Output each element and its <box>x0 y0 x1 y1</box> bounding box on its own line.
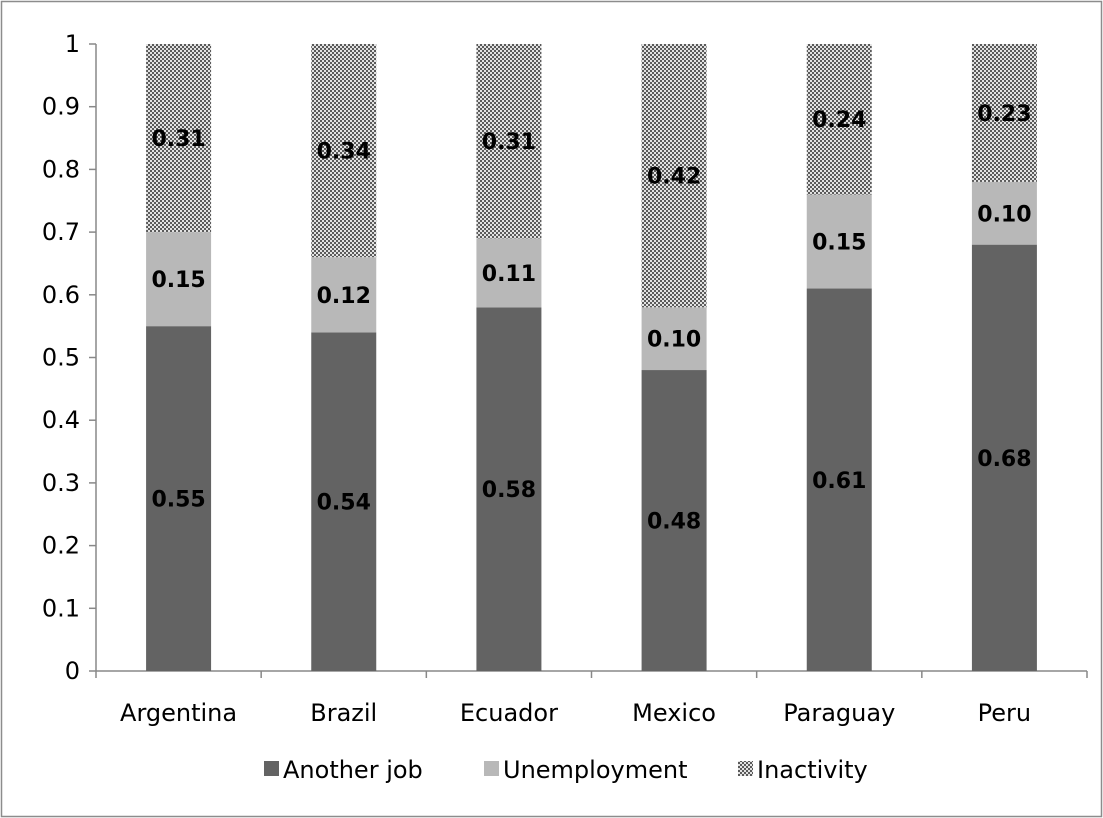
data-label: 0.10 <box>647 328 701 353</box>
data-label: 0.48 <box>647 510 701 535</box>
y-tick-label: 0.7 <box>42 218 80 246</box>
legend-swatch <box>738 761 753 776</box>
bar-another-job-argentina <box>146 326 212 671</box>
bar-inactivity-ecuador <box>476 44 542 239</box>
y-tick-label: 0.4 <box>42 406 80 434</box>
bar-unemployment-argentina <box>146 232 212 327</box>
bar-another-job-mexico <box>641 370 707 671</box>
bar-inactivity-peru <box>971 44 1037 182</box>
data-label: 0.12 <box>317 284 371 309</box>
bar-inactivity-paraguay <box>806 44 872 195</box>
data-label: 0.15 <box>151 268 205 293</box>
x-category-label: Paraguay <box>783 699 895 727</box>
bar-inactivity-argentina <box>146 44 212 233</box>
y-tick-label: 0 <box>65 657 80 685</box>
bar-inactivity-mexico <box>641 44 707 308</box>
data-label: 0.24 <box>812 108 866 133</box>
data-label: 0.55 <box>151 488 205 513</box>
legend-label: Inactivity <box>757 756 868 784</box>
bar-inactivity-brazil <box>311 44 377 258</box>
x-axis-ticks <box>95 671 1088 678</box>
y-tick-label: 1 <box>65 30 80 58</box>
data-label: 0.10 <box>977 202 1031 227</box>
y-tick-label: 0.2 <box>42 532 80 560</box>
legend-label: Another job <box>283 756 423 784</box>
y-tick-label: 0.6 <box>42 281 80 309</box>
data-label: 0.34 <box>317 140 371 165</box>
data-label: 0.61 <box>812 469 866 494</box>
y-tick-label: 0.1 <box>42 594 80 622</box>
bar-another-job-ecuador <box>476 307 542 671</box>
y-tick-label: 0.9 <box>42 93 80 121</box>
data-label: 0.23 <box>977 102 1031 127</box>
legend-swatch <box>484 761 499 776</box>
data-label: 0.54 <box>317 491 371 516</box>
legend-label: Unemployment <box>503 756 687 784</box>
data-label: 0.42 <box>647 165 701 190</box>
data-label: 0.15 <box>812 231 866 256</box>
y-tick-label: 0.5 <box>42 344 80 372</box>
y-tick-label: 0.3 <box>42 469 80 497</box>
bar-unemployment-mexico <box>641 307 707 371</box>
category-labels-group: Argentina Brazil Ecuador Mexico Paraguay Peru <box>120 699 1031 727</box>
bar-another-job-paraguay <box>806 288 872 671</box>
x-category-label: Peru <box>978 699 1031 727</box>
bar-unemployment-ecuador <box>476 238 542 308</box>
bar-unemployment-paraguay <box>806 194 872 289</box>
data-label: 0.31 <box>482 130 536 155</box>
y-axis-ticks: 0 0.1 0.2 0.3 0.4 0.5 0.6 0.7 0.8 0.9 1 <box>42 30 96 685</box>
data-label: 0.11 <box>482 262 536 287</box>
data-label: 0.31 <box>151 127 205 152</box>
bar-unemployment-brazil <box>311 257 377 333</box>
data-labels-group: 0.55 0.15 0.31 0.54 0.12 0.34 0.58 0.11 0.31 0.48… <box>151 102 1031 535</box>
x-category-label: Mexico <box>632 699 716 727</box>
data-label: 0.68 <box>977 447 1031 472</box>
bar-unemployment-peru <box>971 181 1037 245</box>
x-category-label: Brazil <box>310 699 377 727</box>
x-category-label: Ecuador <box>460 699 558 727</box>
legend: Another job Unemployment Inactivity <box>264 756 868 784</box>
y-tick-label: 0.8 <box>42 155 80 183</box>
bar-another-job-peru <box>971 244 1037 671</box>
bars-group <box>146 44 1037 671</box>
bar-another-job-brazil <box>311 332 377 671</box>
data-label: 0.58 <box>482 478 536 503</box>
x-category-label: Argentina <box>120 699 237 727</box>
legend-swatch <box>264 761 279 776</box>
